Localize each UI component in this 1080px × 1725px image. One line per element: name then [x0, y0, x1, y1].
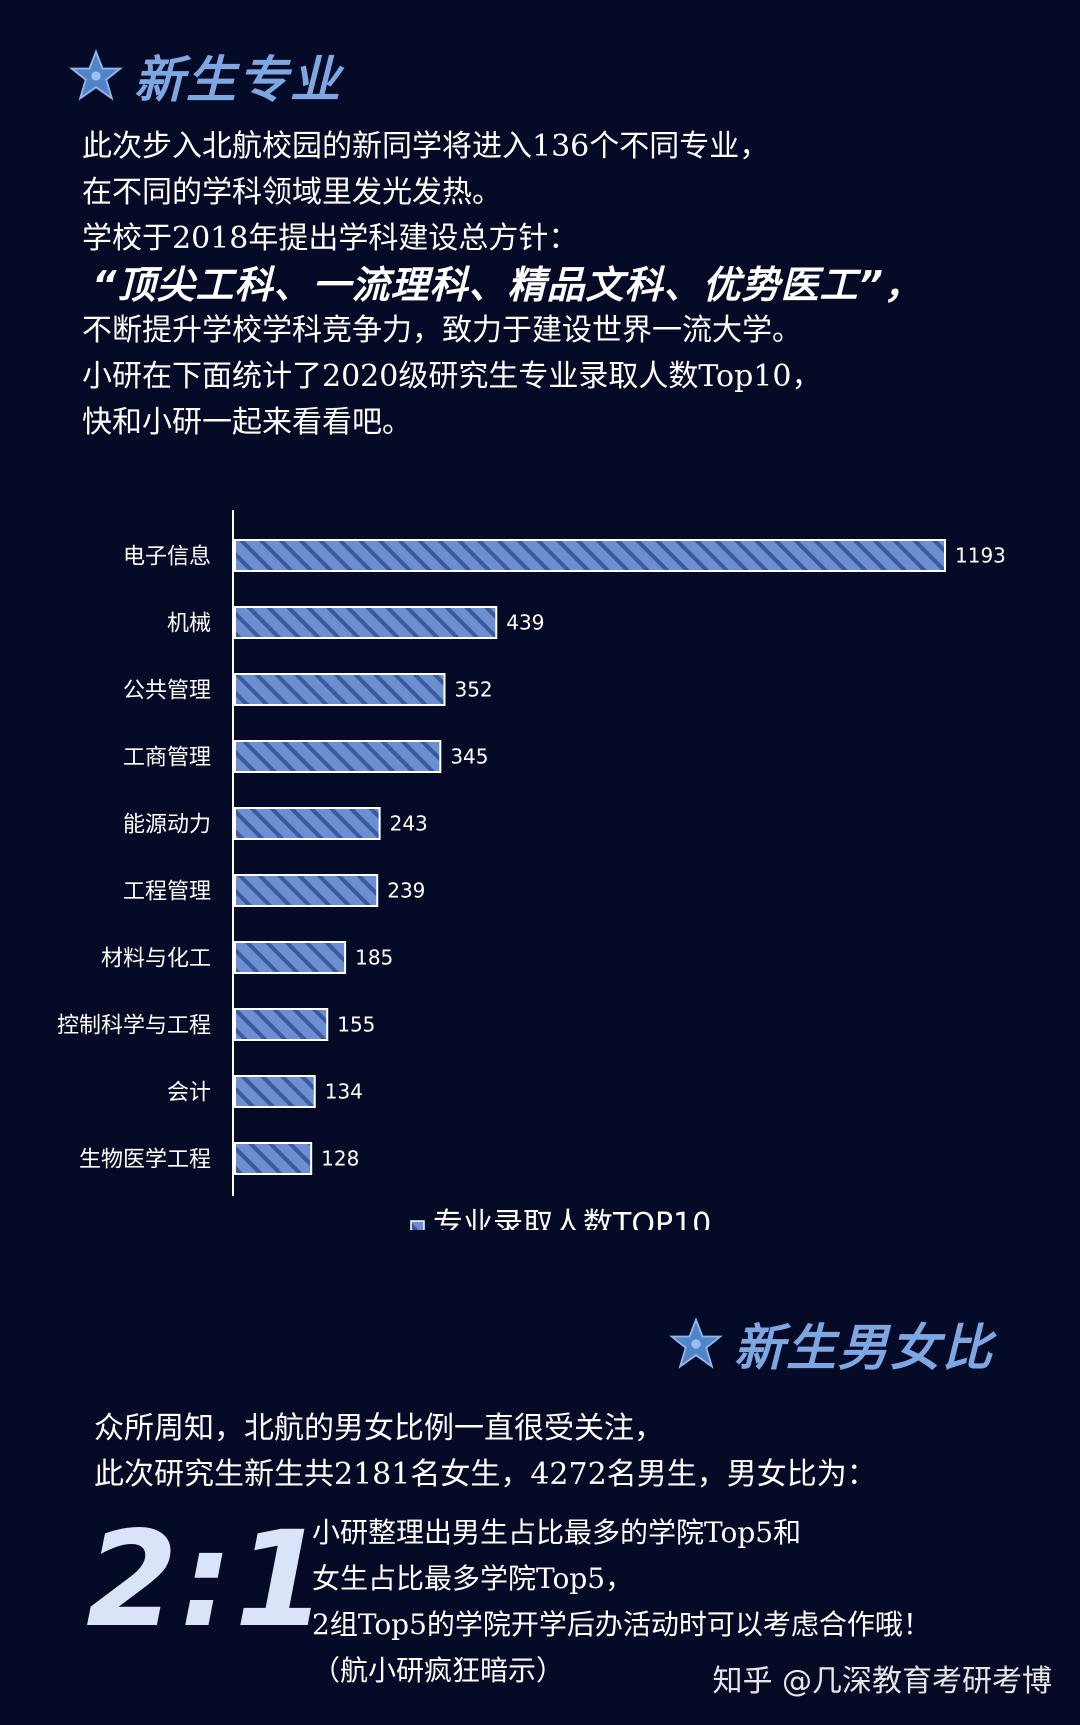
bar [234, 539, 946, 572]
category-label: 会计 [167, 1081, 211, 1106]
data-label: 128 [321, 1147, 359, 1171]
intro-line: 在不同的学科领域里发光发热。 [82, 175, 502, 210]
category-label: 机械 [167, 612, 211, 637]
watermark: 知乎 @几深教育考研考博 [712, 1664, 1052, 1699]
data-label: 352 [454, 678, 492, 702]
data-label: 134 [325, 1080, 363, 1104]
intro-line: 小研在下面统计了2020级研究生专业录取人数Top10， [82, 359, 822, 394]
data-label: 345 [450, 745, 488, 769]
gender-paragraph: 众所周知，北航的男女比例一直很受关注， 此次研究生新生共2181名女生，4272… [94, 1406, 877, 1498]
category-label: 公共管理 [123, 679, 211, 704]
side-line: 小研整理出男生占比最多的学院Top5和 [312, 1516, 802, 1549]
data-label: 185 [355, 946, 393, 970]
intro-line: 此次步入北航校园的新同学将进入136个不同专业， [82, 129, 770, 164]
data-label: 155 [337, 1013, 375, 1037]
starfish-icon [69, 49, 123, 101]
intro-paragraph: 此次步入北航校园的新同学将进入136个不同专业， 在不同的学科领域里发光发热。 … [82, 124, 923, 446]
section-title-text: 新生男女比 [734, 1319, 994, 1377]
intro-line: 学校于2018年提出学科建设总方针： [82, 221, 579, 256]
intro-line: 不断提升学校学科竞争力，致力于建设世界一流大学。 [82, 313, 802, 348]
category-label: 工商管理 [123, 746, 211, 771]
category-label: 能源动力 [123, 813, 211, 838]
category-label: 材料与化工 [101, 947, 211, 972]
intro-line: 快和小研一起来看看吧。 [82, 405, 412, 440]
majors-bar-chart: 电子信息 1193 机械 439 公共管理 352 工商管理 345 能源动力 243 工程管理 23… [57, 510, 1006, 1230]
section-title-text: 新生专业 [134, 51, 342, 109]
data-label: 239 [387, 879, 425, 903]
slogan: “顶尖工科、一流理科、精品文科、优势医工”， [92, 263, 923, 307]
legend-swatch [410, 1220, 425, 1230]
category-label: 生物医学工程 [79, 1148, 211, 1173]
section-title-majors: 新生专业 [68, 40, 342, 112]
starfish-icon [669, 1317, 723, 1369]
category-label: 电子信息 [123, 545, 211, 570]
bar [234, 941, 347, 974]
gender-line: 此次研究生新生共2181名女生，4272名男生，男女比为： [94, 1457, 877, 1492]
side-line: 2组Top5的学院开学后办活动时可以考虑合作哦！ [312, 1608, 931, 1641]
gender-line: 众所周知，北航的男女比例一直很受关注， [94, 1411, 664, 1446]
bar [234, 1008, 329, 1041]
ratio-side-text: 小研整理出男生占比最多的学院Top5和 女生占比最多学院Top5， 2组Top5… [312, 1510, 931, 1694]
bar [234, 673, 446, 706]
bar [234, 1075, 316, 1108]
category-label: 工程管理 [123, 880, 211, 905]
bar [234, 606, 498, 639]
data-label: 1193 [955, 544, 1006, 568]
side-line: 女生占比最多学院Top5， [312, 1562, 634, 1595]
category-label: 控制科学与工程 [57, 1014, 211, 1039]
bar [234, 740, 442, 773]
legend-label: 专业录取人数TOP10 [433, 1207, 711, 1230]
gender-ratio-value: 2:1 [86, 1503, 329, 1657]
section-title-gender-ratio: 新生男女比 [668, 1308, 994, 1380]
data-label: 439 [506, 611, 544, 635]
bar [234, 1142, 313, 1175]
bar [234, 807, 381, 840]
side-line: （航小研疯狂暗示） [312, 1654, 565, 1687]
bar [234, 874, 379, 907]
data-label: 243 [390, 812, 428, 836]
